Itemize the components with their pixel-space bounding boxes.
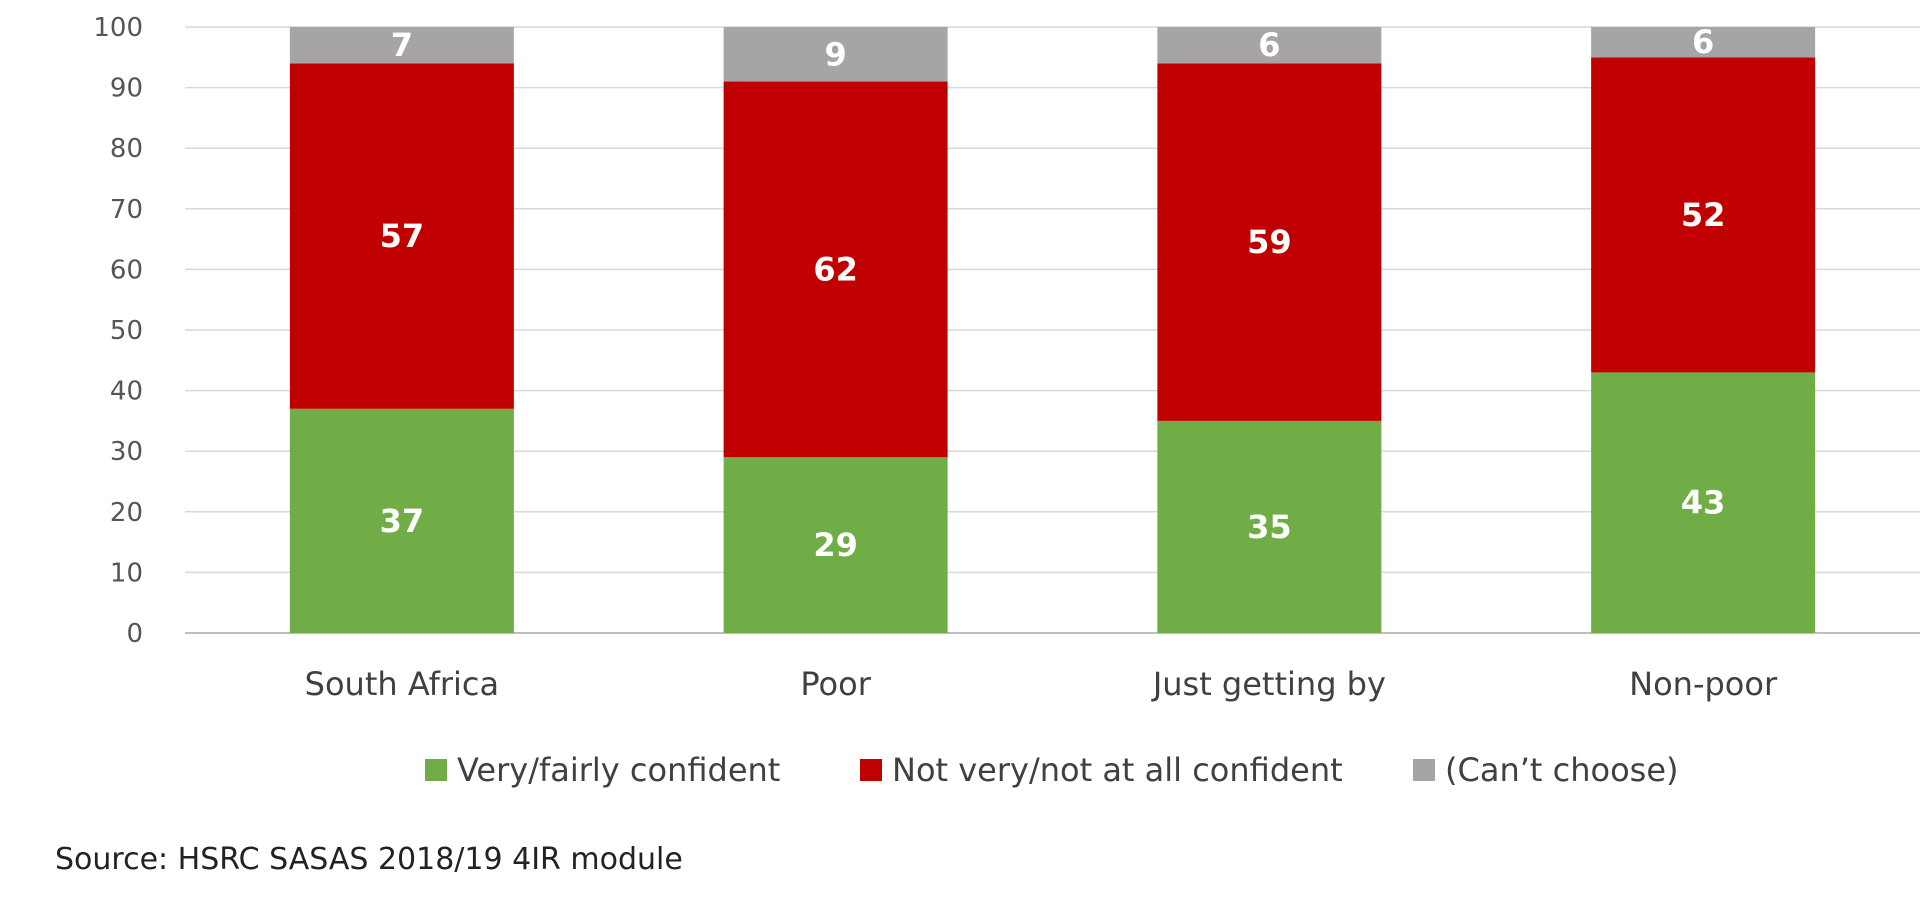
data-label: 9 — [824, 35, 846, 73]
bar-segment — [289, 27, 514, 64]
legend-swatch — [1413, 759, 1435, 781]
data-label: 43 — [1681, 484, 1726, 522]
legend-label: Very/fairly confident — [457, 751, 780, 789]
legend-label: Not very/not at all confident — [892, 751, 1343, 789]
bars — [289, 27, 1816, 633]
y-tick-label: 60 — [110, 255, 143, 285]
category-label: Just getting by — [1151, 665, 1386, 703]
legend-label: (Can’t choose) — [1445, 751, 1678, 789]
y-tick-label: 70 — [110, 195, 143, 225]
legend-item: (Can’t choose) — [1413, 751, 1678, 789]
bar-segment — [1157, 63, 1382, 421]
bar-segment — [289, 63, 514, 409]
legend: Very/fairly confident Not very/not at all… — [425, 751, 1678, 789]
y-tick-label: 100 — [93, 13, 143, 43]
y-tick-label: 30 — [110, 437, 143, 467]
source-note: Source: HSRC SASAS 2018/19 4IR module — [55, 842, 683, 877]
bar-segment — [289, 408, 514, 633]
legend-swatch — [860, 759, 882, 781]
data-label: 59 — [1247, 223, 1292, 261]
data-labels: 37 57 7 29 62 9 35 59 6 43 52 6 — [380, 23, 1726, 564]
data-label: 52 — [1681, 196, 1726, 234]
bar-segment — [1157, 420, 1382, 633]
y-tick-label: 40 — [110, 377, 143, 407]
category-label: Poor — [800, 665, 871, 703]
bar-segment — [1157, 27, 1382, 64]
data-label: 6 — [1258, 26, 1280, 64]
category-labels: South Africa Poor Just getting by Non-poor — [305, 665, 1778, 703]
bar-segment — [1591, 27, 1816, 58]
data-label: 7 — [391, 26, 413, 64]
data-label: 37 — [380, 502, 425, 540]
data-label: 62 — [813, 250, 858, 288]
y-tick-label: 50 — [110, 316, 143, 346]
y-tick-label: 10 — [110, 558, 143, 588]
legend-item: Very/fairly confident — [425, 751, 780, 789]
bar-segment — [723, 457, 948, 633]
y-tick-label: 90 — [110, 74, 143, 104]
y-tick-label: 80 — [110, 134, 143, 164]
data-label: 6 — [1692, 23, 1714, 61]
legend-item: Not very/not at all confident — [860, 751, 1343, 789]
legend-swatch — [425, 759, 447, 781]
bar-segment — [723, 81, 948, 458]
y-tick-label: 0 — [126, 619, 143, 649]
y-tick-label: 20 — [110, 498, 143, 528]
category-label: South Africa — [305, 665, 499, 703]
category-label: Non-poor — [1629, 665, 1778, 703]
data-label: 29 — [813, 526, 858, 564]
data-label: 57 — [380, 217, 425, 255]
bar-segment — [723, 27, 948, 82]
bar-segment — [1591, 57, 1816, 373]
data-label: 35 — [1247, 508, 1292, 546]
y-axis-ticks: 0 10 20 30 40 50 60 70 80 90 100 — [93, 13, 143, 649]
bar-segment — [1591, 372, 1816, 633]
